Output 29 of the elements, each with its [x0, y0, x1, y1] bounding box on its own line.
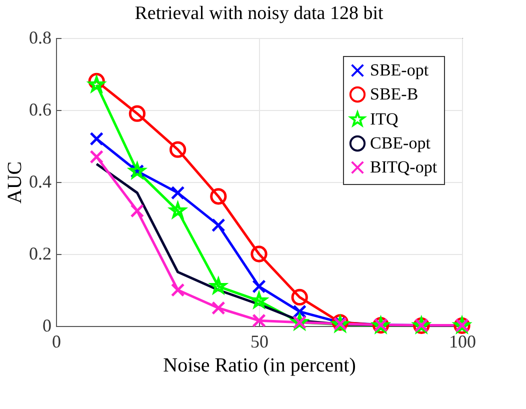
- point: [130, 204, 144, 218]
- point: [250, 246, 268, 262]
- legend-label: SBE-B: [370, 84, 418, 104]
- point: [252, 314, 266, 328]
- y-tick-label: 0: [42, 316, 52, 336]
- legend-label: CBE-opt: [370, 134, 431, 152]
- point: [252, 279, 266, 294]
- legend-label: BITQ-opt: [370, 158, 438, 176]
- point: [170, 186, 185, 200]
- point: [210, 188, 227, 205]
- point: [170, 283, 185, 297]
- point: [128, 105, 146, 122]
- y-tick-label: 0.4: [29, 172, 52, 192]
- y-axis-title: AUC: [4, 161, 26, 204]
- point: [90, 132, 104, 146]
- x-axis-title: Noise Ratio (in percent): [163, 354, 356, 376]
- y-tick-label: 0.8: [29, 28, 52, 48]
- legend-label: ITQ: [370, 110, 398, 128]
- chart-title: Retrieval with noisy data 128 bit: [134, 3, 384, 24]
- point: [169, 141, 186, 158]
- point: [291, 288, 308, 306]
- y-tick-label: 0.2: [29, 244, 52, 264]
- legend-label: SBE-opt: [370, 60, 429, 80]
- point: [90, 150, 104, 164]
- y-tick-label: 0.6: [29, 100, 52, 120]
- point: [211, 218, 226, 232]
- point: [211, 301, 226, 315]
- x-tick-label: 100: [449, 332, 476, 352]
- x-tick-label: 50: [250, 332, 268, 352]
